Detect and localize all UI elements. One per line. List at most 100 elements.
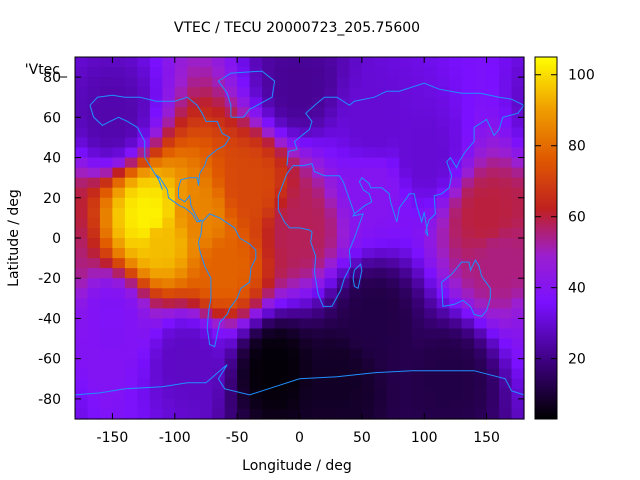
heatmap-cell: [436, 338, 450, 350]
heatmap-cell: [386, 167, 400, 179]
heatmap-cell: [224, 398, 238, 410]
heatmap-cell: [87, 67, 101, 78]
heatmap-cell: [336, 368, 350, 380]
heatmap-cell: [75, 358, 89, 370]
heatmap-cell: [474, 127, 488, 139]
heatmap-cell: [75, 107, 89, 118]
heatmap-cell: [374, 57, 388, 68]
heatmap-cell: [199, 217, 213, 229]
heatmap-cell: [99, 217, 114, 229]
heatmap-cell: [486, 117, 500, 128]
heatmap-cell: [212, 187, 226, 199]
heatmap-cell: [262, 227, 276, 239]
heatmap-cell: [187, 217, 201, 229]
heatmap-cell: [174, 408, 188, 420]
heatmap-cell: [336, 67, 350, 78]
heatmap-cell: [511, 388, 525, 400]
heatmap-cell: [162, 207, 176, 219]
heatmap-cell: [411, 368, 425, 380]
heatmap-cell: [386, 388, 400, 400]
heatmap-cell: [249, 348, 263, 360]
heatmap-cell: [199, 358, 213, 370]
heatmap-cell: [149, 67, 163, 78]
heatmap-cell: [87, 258, 101, 269]
colorbar-gradient: [534, 56, 558, 420]
heatmap-cell: [224, 368, 238, 380]
heatmap-cell: [311, 127, 326, 139]
heatmap-cell: [87, 238, 101, 249]
heatmap-cell: [87, 388, 101, 400]
heatmap-cell: [336, 398, 350, 410]
heatmap-cell: [174, 298, 188, 309]
heatmap-cell: [112, 67, 126, 78]
heatmap-cell: [262, 348, 276, 360]
heatmap-cell: [486, 67, 500, 78]
heatmap-cell: [461, 238, 475, 249]
heatmap-cell: [474, 187, 488, 199]
heatmap-cell: [75, 308, 89, 320]
heatmap-cell: [124, 318, 138, 330]
heatmap-cell: [474, 248, 488, 259]
heatmap-cell: [212, 127, 226, 139]
heatmap-cell: [187, 57, 201, 68]
heatmap-cell: [311, 137, 326, 149]
heatmap-cell: [187, 147, 201, 159]
heatmap-cell: [87, 318, 101, 330]
heatmap-cell: [399, 137, 413, 149]
heatmap-cell: [212, 67, 226, 78]
heatmap-cell: [386, 378, 400, 390]
heatmap-cell: [511, 167, 525, 179]
heatmap-cell: [137, 288, 151, 299]
heatmap-cell: [212, 358, 226, 370]
heatmap-cell: [162, 177, 176, 189]
heatmap-cell: [112, 398, 126, 410]
heatmap-cell: [349, 348, 363, 360]
heatmap-cell: [411, 288, 425, 299]
heatmap-cell: [249, 207, 263, 219]
heatmap-cell: [274, 67, 288, 78]
heatmap-cell: [349, 388, 363, 400]
heatmap-cell: [374, 187, 388, 199]
heatmap-cell: [249, 57, 263, 68]
heatmap-cell: [162, 368, 176, 380]
heatmap-cell: [299, 87, 313, 98]
heatmap-cell: [411, 107, 425, 118]
heatmap-cell: [324, 278, 338, 289]
heatmap-cell: [299, 398, 313, 410]
heatmap-cell: [449, 97, 463, 108]
heatmap-cell: [137, 308, 151, 320]
heatmap-cell: [274, 97, 288, 108]
heatmap-cell: [474, 177, 488, 189]
heatmap-cell: [349, 408, 363, 420]
heatmap-cell: [436, 398, 450, 410]
heatmap-cell: [311, 187, 326, 199]
heatmap-cell: [99, 57, 114, 68]
heatmap-cell: [349, 268, 363, 279]
heatmap-cell: [411, 187, 425, 199]
heatmap-cell: [287, 127, 301, 139]
heatmap-cell: [137, 97, 151, 108]
heatmap-cell: [424, 117, 438, 128]
heatmap-cell: [237, 177, 251, 189]
heatmap-cell: [237, 308, 251, 320]
heatmap-cell: [461, 288, 475, 299]
heatmap-cell: [424, 308, 438, 320]
heatmap-cell: [187, 77, 201, 88]
heatmap-cell: [336, 187, 350, 199]
heatmap-cell: [399, 147, 413, 159]
heatmap-cell: [212, 328, 226, 340]
heatmap-cell: [199, 328, 213, 340]
heatmap-cell: [311, 338, 326, 350]
heatmap-cell: [199, 258, 213, 269]
heatmap-cell: [449, 308, 463, 320]
heatmap-cell: [249, 147, 263, 159]
heatmap-cell: [174, 187, 188, 199]
heatmap-cell: [249, 298, 263, 309]
heatmap-cell: [499, 77, 513, 88]
heatmap-cell: [149, 308, 163, 320]
heatmap-cell: [249, 117, 263, 128]
heatmap-cell: [474, 328, 488, 340]
heatmap-cell: [162, 57, 176, 68]
heatmap-cell: [199, 187, 213, 199]
heatmap-cell: [137, 137, 151, 149]
